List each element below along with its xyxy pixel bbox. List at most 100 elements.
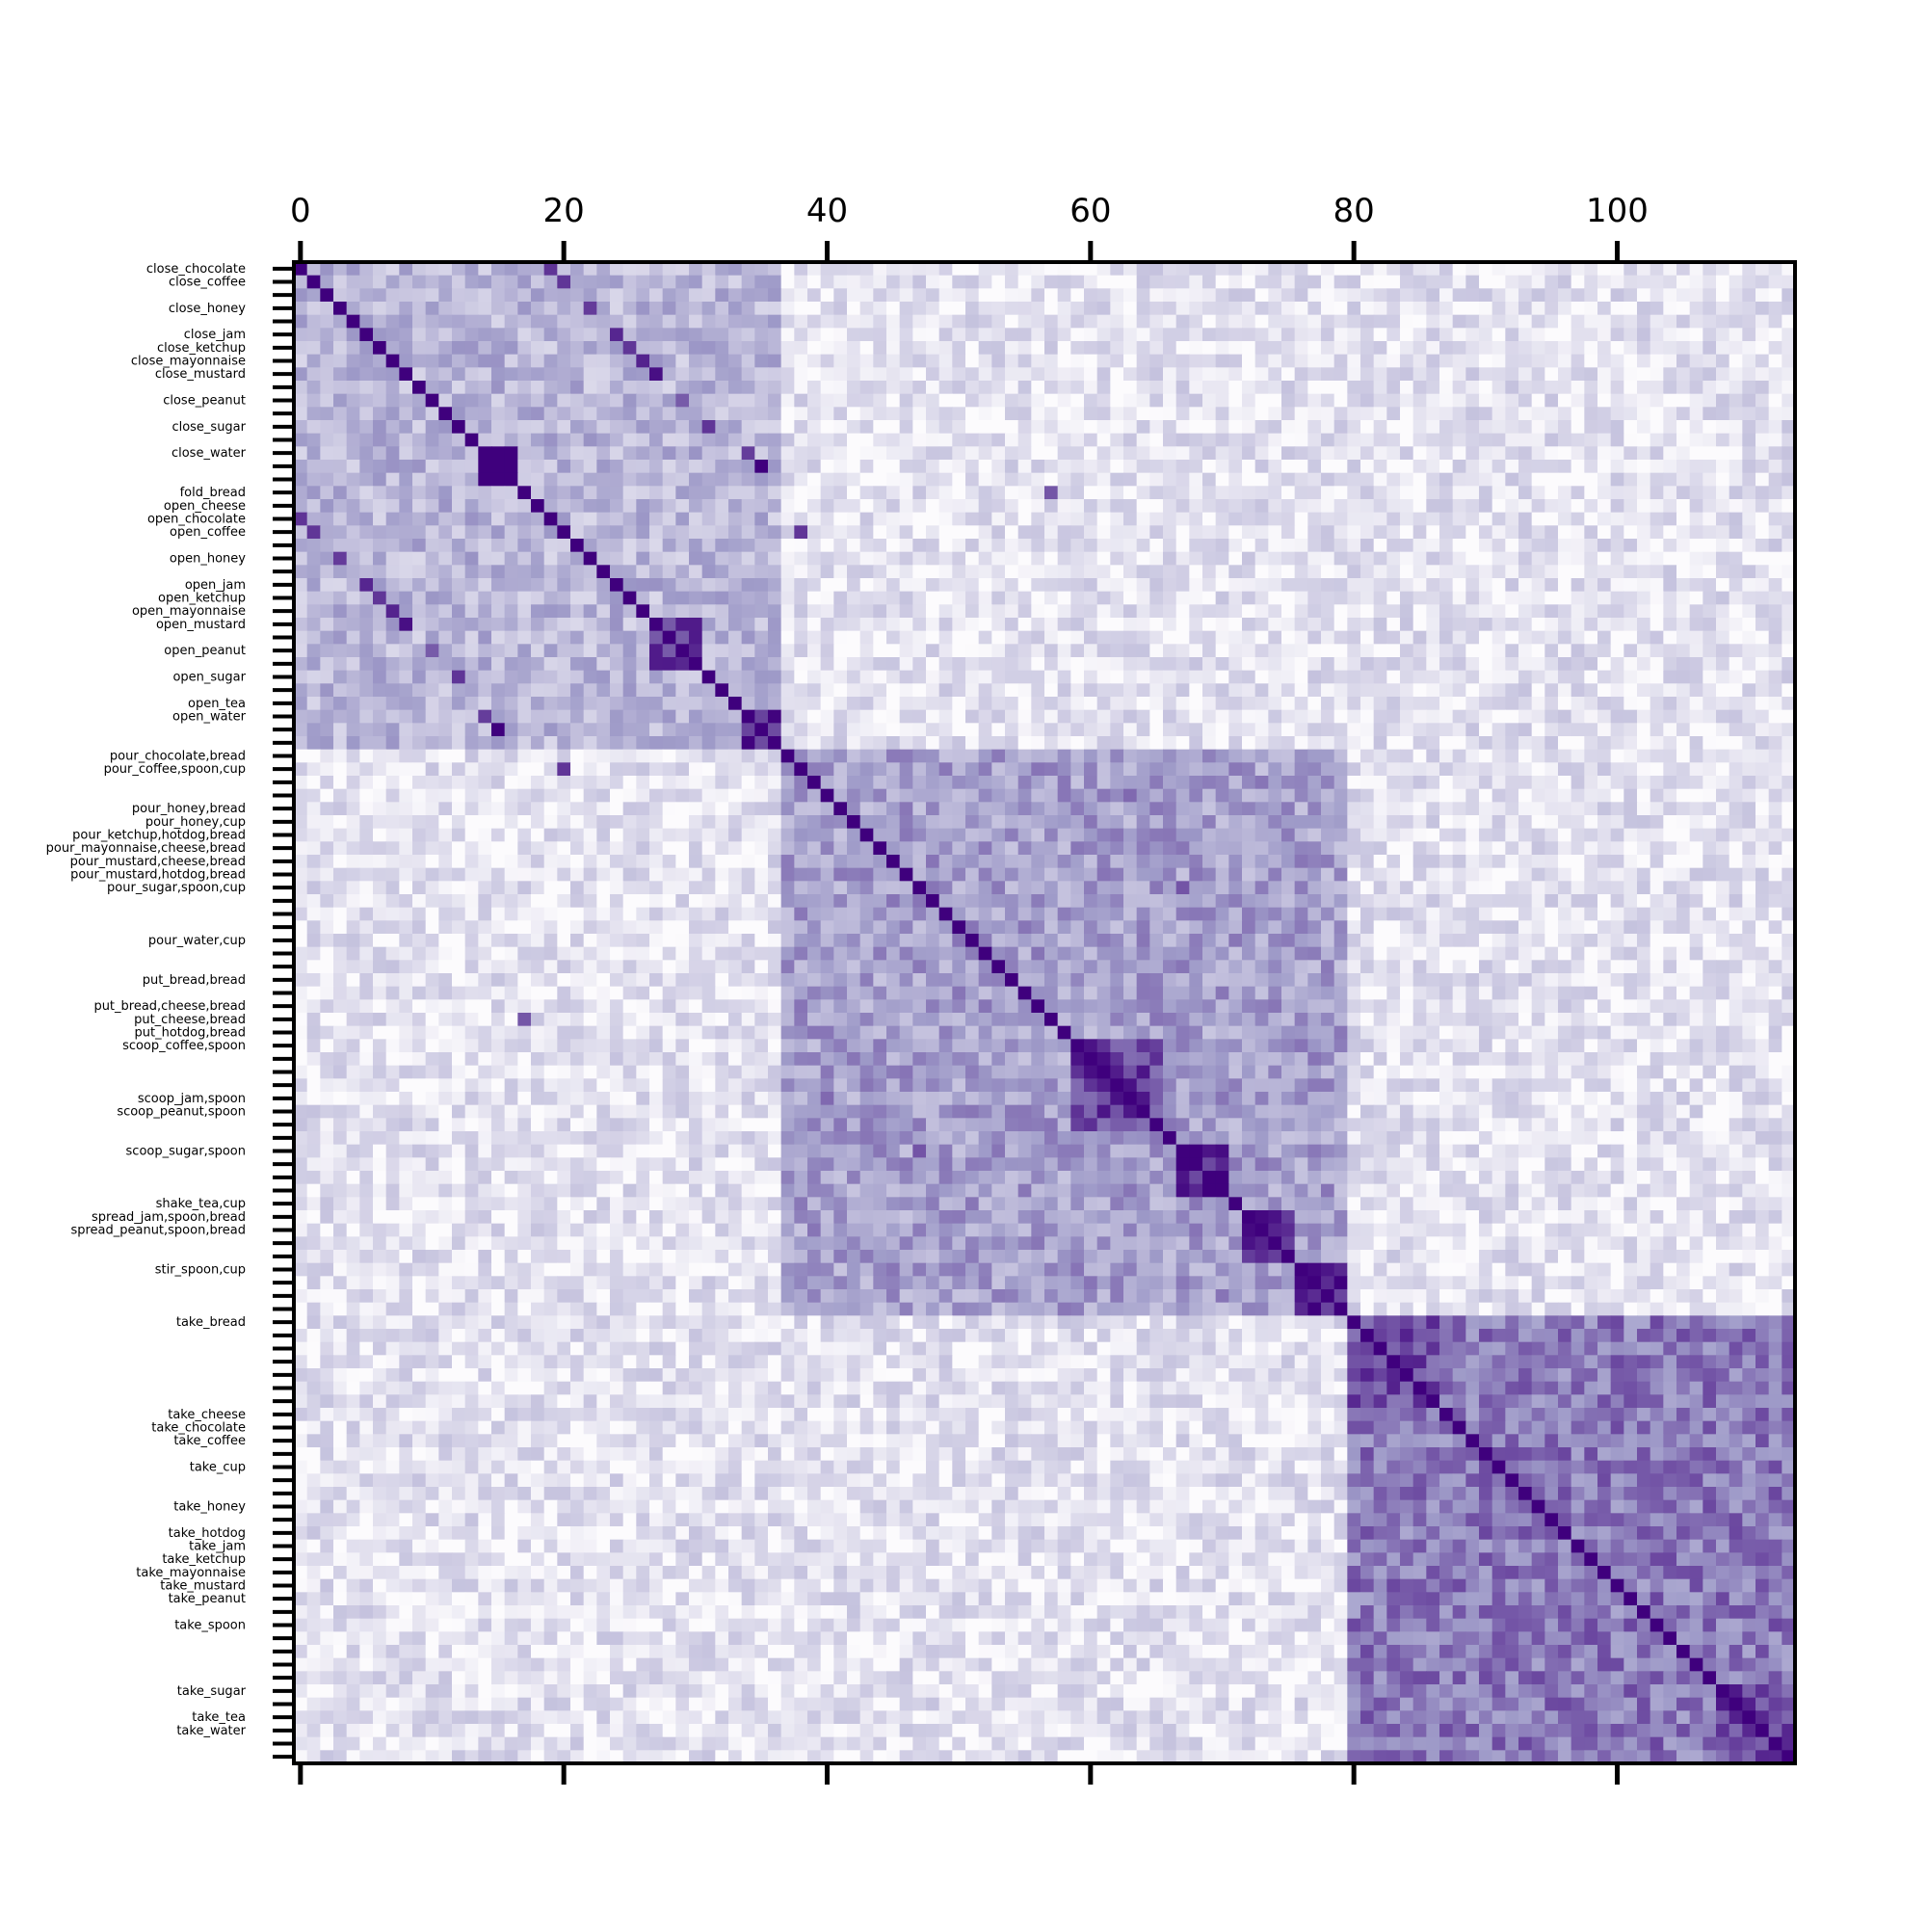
heatmap-cell <box>1057 262 1071 277</box>
heatmap-cell <box>385 802 400 816</box>
heatmap-cell <box>1189 486 1203 500</box>
heatmap-cell <box>1307 393 1322 408</box>
heatmap-cell <box>333 709 348 724</box>
heatmap-cell <box>1136 630 1150 645</box>
heatmap-cell <box>1136 393 1150 408</box>
heatmap-cell <box>1584 697 1598 711</box>
heatmap-cell <box>938 539 953 553</box>
heatmap-cell <box>847 604 861 619</box>
heatmap-cell <box>1110 591 1124 605</box>
heatmap-cell <box>1426 697 1440 711</box>
heatmap-cell <box>649 788 664 803</box>
heatmap-cell <box>768 525 782 540</box>
heatmap-cell <box>1465 525 1480 540</box>
heatmap-cell <box>1347 328 1361 342</box>
heatmap-cell <box>1400 591 1414 605</box>
heatmap-cell <box>886 433 901 447</box>
heatmap-cell <box>1663 486 1677 500</box>
heatmap-cell <box>728 578 743 593</box>
heatmap-cell <box>1505 262 1519 277</box>
heatmap-cell <box>1242 499 1256 514</box>
heatmap-cell <box>820 420 834 435</box>
heatmap-cell <box>807 460 822 474</box>
heatmap-cell <box>649 604 664 619</box>
heatmap-cell <box>1281 736 1296 751</box>
heatmap-cell <box>1729 644 1743 658</box>
heatmap-cell <box>1386 288 1401 303</box>
heatmap-cell <box>1584 565 1598 579</box>
heatmap-cell <box>859 275 874 289</box>
heatmap-cell <box>833 762 848 777</box>
heatmap-cell <box>1782 630 1796 645</box>
heatmap-cell <box>886 381 901 395</box>
heatmap-cell <box>1175 630 1190 645</box>
heatmap-cell <box>1531 591 1545 605</box>
heatmap-cell <box>399 618 413 632</box>
heatmap-cell <box>1254 578 1269 593</box>
heatmap-cell <box>1412 749 1427 763</box>
heatmap-cell <box>1650 749 1664 763</box>
heatmap-cell <box>570 354 585 368</box>
heatmap-cell <box>1136 815 1150 830</box>
heatmap-cell <box>754 604 769 619</box>
heatmap-cell <box>1412 275 1427 289</box>
heatmap-cell <box>1044 618 1059 632</box>
heatmap-cell <box>1663 709 1677 724</box>
heatmap-cell <box>675 302 690 316</box>
heatmap-cell <box>649 578 664 593</box>
heatmap-cell <box>1017 302 1032 316</box>
heatmap-cell <box>899 341 913 356</box>
heatmap-cell <box>385 815 400 830</box>
heatmap-cell <box>833 630 848 645</box>
heatmap-cell <box>1373 288 1387 303</box>
heatmap-cell <box>938 393 953 408</box>
heatmap-cell <box>1544 591 1559 605</box>
heatmap-cell <box>1044 578 1059 593</box>
heatmap-cell <box>938 420 953 435</box>
heatmap-cell <box>938 341 953 356</box>
heatmap-cell <box>1333 499 1348 514</box>
heatmap-cell <box>504 697 518 711</box>
heatmap-cell <box>543 381 558 395</box>
heatmap-cell <box>1228 407 1243 421</box>
heatmap-cell <box>1084 776 1098 790</box>
heatmap-cell <box>412 472 427 487</box>
heatmap-cell <box>1689 407 1703 421</box>
heatmap-cell <box>1452 420 1466 435</box>
heatmap-cell <box>1768 551 1782 566</box>
heatmap-cell <box>1307 275 1322 289</box>
heatmap-cell <box>1360 604 1375 619</box>
heatmap-cell <box>1096 618 1111 632</box>
heatmap-cell <box>570 749 585 763</box>
heatmap-cell <box>701 446 716 461</box>
heatmap-cell <box>1321 288 1335 303</box>
heatmap-cell <box>1294 802 1308 816</box>
heatmap-cell <box>320 618 334 632</box>
heatmap-cell <box>675 697 690 711</box>
heatmap-cell <box>1360 525 1375 540</box>
heatmap-cell <box>1544 736 1559 751</box>
heatmap-cell <box>833 709 848 724</box>
heatmap-cell <box>1281 407 1296 421</box>
heatmap-cell <box>649 539 664 553</box>
heatmap-cell <box>1782 697 1796 711</box>
heatmap-cell <box>1544 788 1559 803</box>
heatmap-cell <box>754 512 769 526</box>
heatmap-cell <box>1096 302 1111 316</box>
heatmap-cell <box>1729 670 1743 684</box>
heatmap-cell <box>873 697 887 711</box>
heatmap-cell <box>1321 604 1335 619</box>
heatmap-cell <box>1386 828 1401 842</box>
heatmap-cell <box>557 539 571 553</box>
heatmap-cell <box>1610 630 1624 645</box>
heatmap-cell <box>1281 762 1296 777</box>
heatmap-cell <box>373 604 387 619</box>
heatmap-cell <box>1491 578 1506 593</box>
heatmap-cell <box>1005 618 1019 632</box>
heatmap-cell <box>1110 815 1124 830</box>
heatmap-cell <box>1386 565 1401 579</box>
heatmap-cell <box>1136 776 1150 790</box>
heatmap-cell <box>425 446 439 461</box>
heatmap-cell <box>1307 749 1322 763</box>
heatmap-cell <box>1584 354 1598 368</box>
